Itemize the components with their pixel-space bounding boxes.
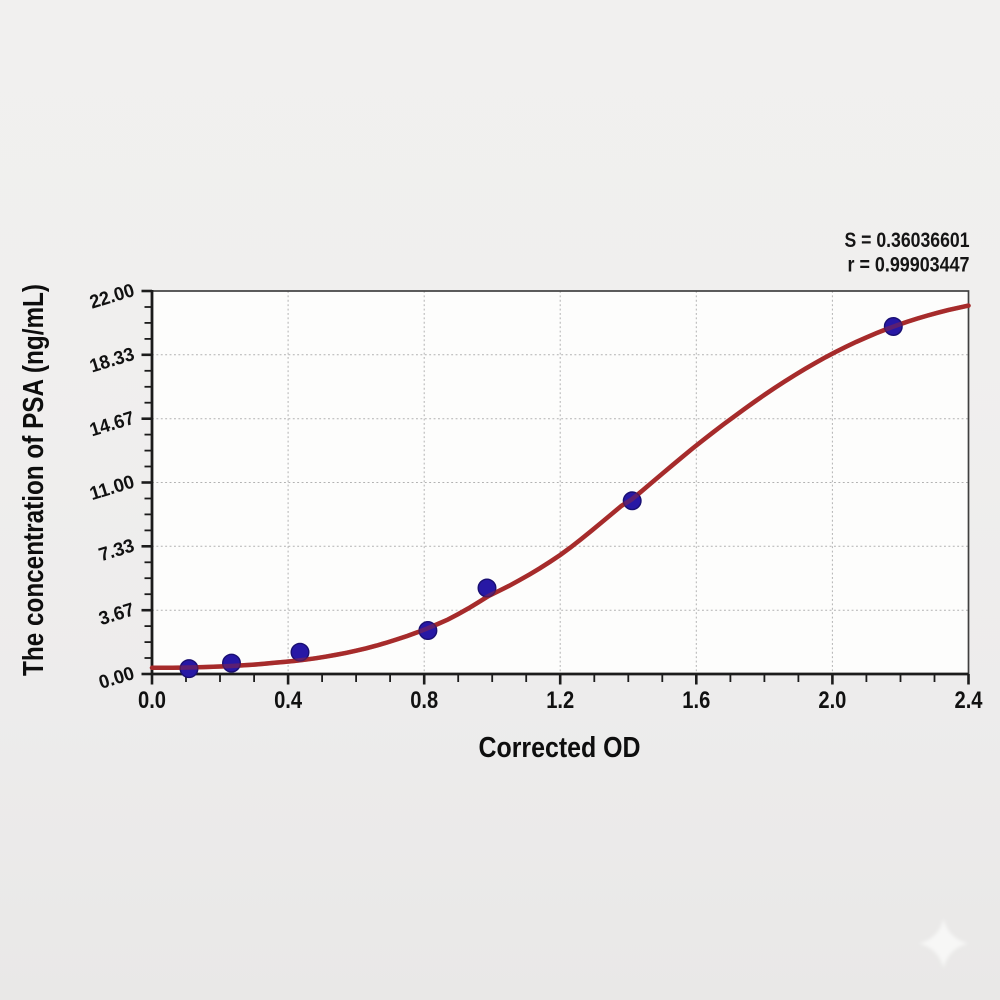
svg-text:7.33: 7.33: [96, 535, 137, 566]
svg-text:2.0: 2.0: [818, 687, 846, 714]
svg-text:0.8: 0.8: [410, 687, 438, 714]
svg-text:r = 0.99903447: r = 0.99903447: [848, 253, 970, 277]
svg-text:14.67: 14.67: [87, 408, 137, 441]
svg-text:Corrected OD: Corrected OD: [479, 732, 641, 764]
svg-text:18.33: 18.33: [87, 344, 137, 377]
svg-text:2.4: 2.4: [955, 687, 984, 714]
svg-text:22.00: 22.00: [87, 280, 137, 313]
svg-text:1.6: 1.6: [682, 687, 710, 714]
svg-text:0.0: 0.0: [138, 687, 166, 714]
svg-text:S = 0.36036601: S = 0.36036601: [845, 228, 970, 252]
svg-text:3.67: 3.67: [96, 599, 137, 630]
svg-text:11.00: 11.00: [87, 472, 137, 505]
svg-text:The concentration of PSA (ng/m: The concentration of PSA (ng/mL): [18, 284, 50, 676]
svg-text:1.2: 1.2: [546, 687, 574, 714]
svg-text:0.4: 0.4: [274, 687, 303, 714]
svg-text:0.00: 0.00: [96, 663, 137, 694]
